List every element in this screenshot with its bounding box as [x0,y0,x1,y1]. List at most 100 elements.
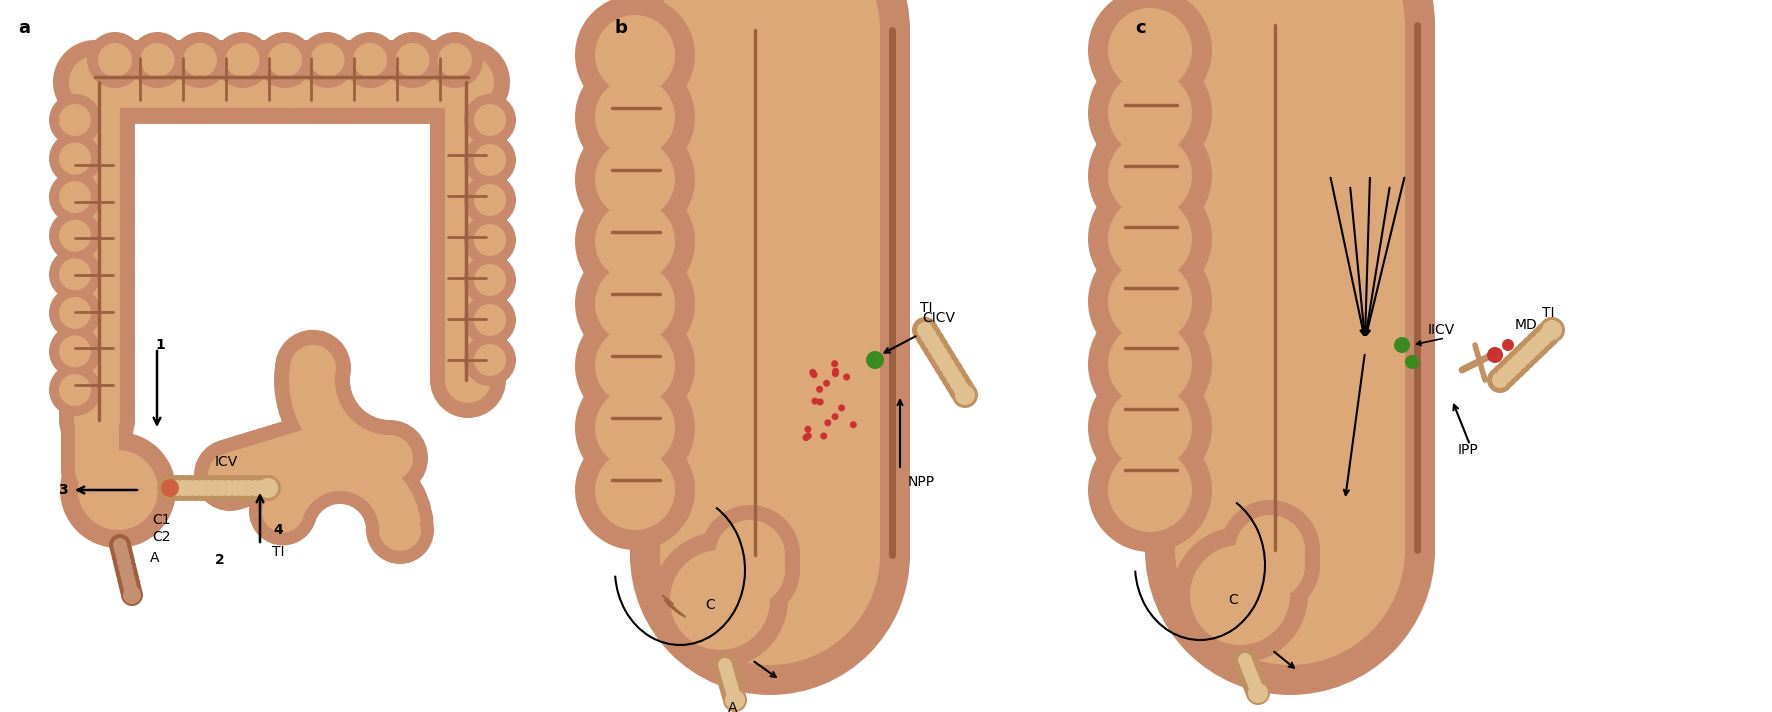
Circle shape [700,518,799,618]
Circle shape [659,445,881,665]
Circle shape [659,13,881,233]
Circle shape [1175,256,1405,486]
Circle shape [1246,672,1260,686]
Circle shape [227,480,243,496]
Circle shape [58,335,90,367]
Circle shape [105,40,188,124]
Circle shape [1175,362,1405,592]
Circle shape [464,334,516,386]
Circle shape [74,167,120,213]
Circle shape [216,475,241,501]
Circle shape [1492,372,1508,388]
Circle shape [353,43,386,77]
Circle shape [50,132,101,184]
Circle shape [923,335,950,361]
Circle shape [305,405,351,451]
Circle shape [74,305,120,351]
Circle shape [353,434,399,480]
Circle shape [58,375,135,450]
Text: IPP: IPP [1458,443,1480,457]
Circle shape [659,305,881,525]
Circle shape [714,532,785,602]
Circle shape [445,174,491,219]
Circle shape [464,254,516,306]
Circle shape [342,32,399,88]
Circle shape [631,209,911,489]
Circle shape [631,242,911,522]
Circle shape [631,0,911,230]
Circle shape [58,297,90,329]
Circle shape [168,480,184,496]
Circle shape [700,513,799,613]
Circle shape [445,296,491,342]
Circle shape [60,425,133,497]
Circle shape [659,372,881,592]
Circle shape [631,0,911,183]
Circle shape [824,419,831,426]
Circle shape [473,184,507,216]
Circle shape [431,182,507,258]
Circle shape [369,476,411,518]
Circle shape [117,567,138,590]
Circle shape [1175,302,1405,532]
Circle shape [346,419,422,496]
Circle shape [659,259,881,479]
Circle shape [223,430,294,502]
Circle shape [659,0,881,180]
Circle shape [252,422,324,493]
Circle shape [147,40,230,124]
Circle shape [631,0,911,170]
Circle shape [464,174,516,226]
Circle shape [727,688,741,702]
Circle shape [631,335,911,615]
Circle shape [78,40,163,124]
Circle shape [60,389,133,461]
Circle shape [60,393,133,465]
Circle shape [1492,362,1519,389]
Circle shape [659,0,881,213]
Circle shape [700,510,799,610]
Circle shape [275,330,351,406]
Circle shape [631,10,911,290]
Circle shape [631,369,911,649]
Circle shape [74,313,120,359]
Circle shape [659,272,881,492]
Circle shape [631,355,911,635]
Circle shape [115,543,128,557]
Circle shape [60,434,133,506]
Circle shape [631,415,911,695]
Circle shape [58,90,135,166]
Circle shape [74,151,120,197]
Circle shape [631,395,911,675]
Circle shape [659,206,881,426]
Circle shape [445,219,491,266]
Circle shape [659,212,881,432]
Circle shape [74,389,120,435]
Circle shape [719,663,734,677]
Circle shape [659,179,881,399]
Circle shape [659,60,881,280]
Circle shape [1175,142,1405,372]
Circle shape [659,152,881,372]
Circle shape [1235,518,1304,588]
Circle shape [1145,159,1435,449]
Circle shape [358,40,443,124]
Circle shape [363,468,406,511]
Circle shape [257,439,299,482]
Circle shape [58,44,135,120]
Circle shape [1108,323,1193,407]
Circle shape [1175,395,1405,625]
Circle shape [445,235,491,281]
Circle shape [252,440,296,483]
Circle shape [74,220,120,266]
Text: b: b [615,19,627,37]
Circle shape [659,166,881,386]
Text: TI: TI [271,545,285,559]
Circle shape [631,269,911,549]
Circle shape [120,40,206,124]
Circle shape [714,535,785,605]
Circle shape [1175,16,1405,246]
Circle shape [122,577,136,591]
Circle shape [1175,429,1405,659]
Circle shape [473,224,507,256]
